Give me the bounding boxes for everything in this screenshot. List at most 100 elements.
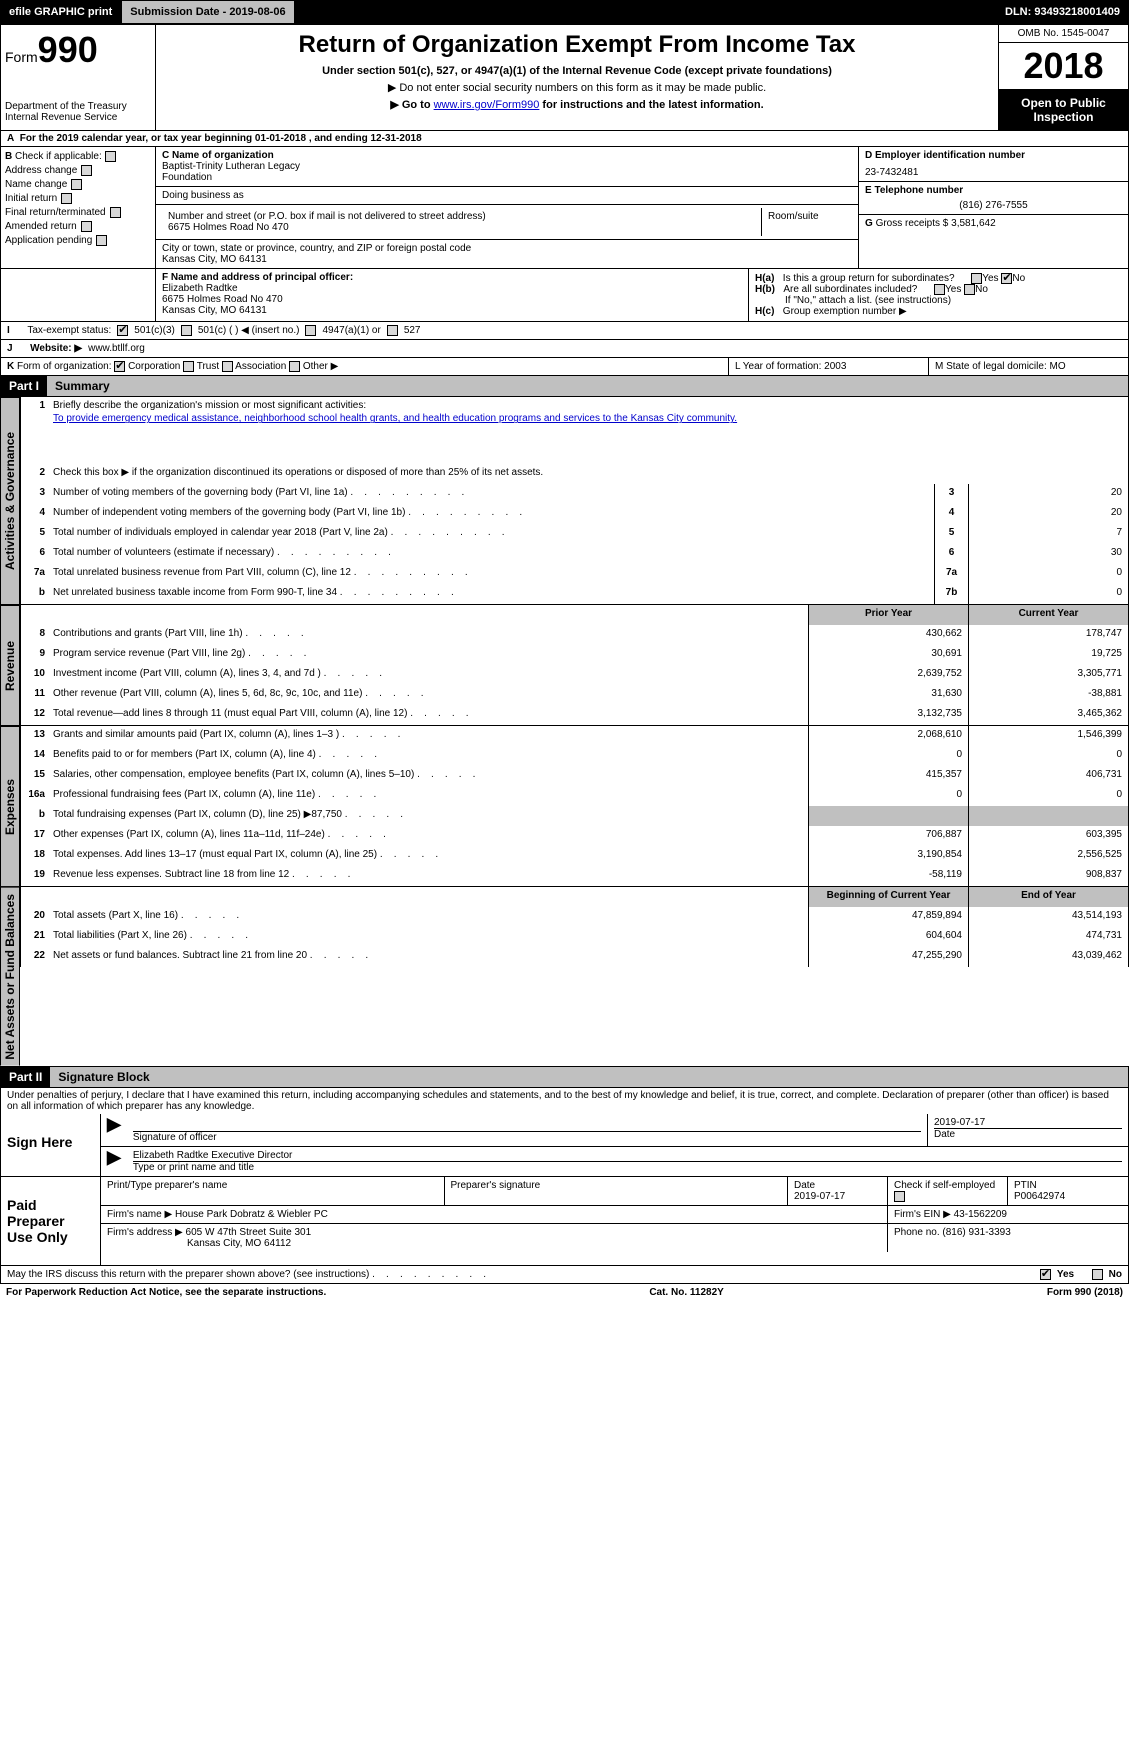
table-row: 17Other expenses (Part IX, column (A), l… xyxy=(20,826,1129,846)
line-klm: K Form of organization: Corporation Trus… xyxy=(0,358,1129,376)
table-row: 3Number of voting members of the governi… xyxy=(20,484,1129,504)
checkbox-no[interactable] xyxy=(1092,1269,1103,1280)
c-city-label: City or town, state or province, country… xyxy=(162,243,852,254)
firm-phone: Phone no. (816) 931-3393 xyxy=(888,1224,1128,1252)
checkbox[interactable] xyxy=(71,179,82,190)
paid-body: Print/Type preparer's name Preparer's si… xyxy=(101,1177,1128,1265)
prep-row-2: Firm's name ▶ House Park Dobratz & Wiebl… xyxy=(101,1206,1128,1224)
checkbox[interactable] xyxy=(964,284,975,295)
h-c: H(c) Group exemption number ▶ xyxy=(755,306,1122,317)
arrow-icon: ▶ xyxy=(101,1114,127,1146)
sign-row-2: ▶ Elizabeth Radtke Executive Director Ty… xyxy=(101,1147,1128,1176)
checkbox-corp[interactable] xyxy=(114,361,125,372)
tab-governance: Activities & Governance xyxy=(0,397,20,604)
table-row: 12Total revenue—add lines 8 through 11 (… xyxy=(20,705,1129,725)
line-a: A For the 2019 calendar year, or tax yea… xyxy=(0,131,1129,147)
part2-title: Signature Block xyxy=(50,1067,1128,1087)
table-row: 22Net assets or fund balances. Subtract … xyxy=(20,947,1129,967)
efile-label: efile GRAPHIC print xyxy=(0,0,121,24)
dln: DLN: 93493218001409 xyxy=(996,0,1129,24)
l-block: L Year of formation: 2003 xyxy=(728,358,928,375)
checkbox-yes[interactable] xyxy=(1040,1269,1051,1280)
checkbox[interactable] xyxy=(61,193,72,204)
checkbox[interactable] xyxy=(183,361,194,372)
checkbox[interactable] xyxy=(81,221,92,232)
table-row: 10Investment income (Part VIII, column (… xyxy=(20,665,1129,685)
c-city: Kansas City, MO 64131 xyxy=(162,254,852,265)
tab-net: Net Assets or Fund Balances xyxy=(0,887,20,1066)
checkbox[interactable] xyxy=(894,1191,905,1202)
form-number-block: Form990 xyxy=(5,29,151,71)
checkbox[interactable] xyxy=(110,207,121,218)
tab-expenses: Expenses xyxy=(0,726,20,886)
sign-body: ▶ Signature of officer 2019-07-17 Date ▶… xyxy=(101,1114,1128,1176)
checkbox-501c3[interactable] xyxy=(117,325,128,336)
open-to-public: Open to Public Inspection xyxy=(999,90,1128,130)
table-row: bTotal fundraising expenses (Part IX, co… xyxy=(20,806,1129,826)
table-row: 8Contributions and grants (Part VIII, li… xyxy=(20,625,1129,645)
dept-irs: Internal Revenue Service xyxy=(5,112,151,123)
col-b-empty xyxy=(1,269,156,321)
irs-link[interactable]: www.irs.gov/Form990 xyxy=(434,99,540,111)
submission-date: Submission Date - 2019-08-06 xyxy=(121,0,294,24)
e-label: E Telephone number xyxy=(865,185,963,196)
c-name-block: C Name of organization Baptist-Trinity L… xyxy=(156,147,858,187)
form-number: 990 xyxy=(38,29,98,70)
table-row: 7aTotal unrelated business revenue from … xyxy=(20,564,1129,584)
check-self: Check if self-employed xyxy=(888,1177,1008,1205)
sig-officer: Signature of officer xyxy=(127,1114,928,1146)
e-value: (816) 276-7555 xyxy=(865,200,1122,211)
checkbox[interactable] xyxy=(971,273,982,284)
checkbox[interactable] xyxy=(96,235,107,246)
org-name-1: Baptist-Trinity Lutheran Legacy xyxy=(162,161,852,172)
line-j: J Website: ▶ www.btllf.org xyxy=(0,340,1129,358)
b-item: Address change xyxy=(5,165,151,176)
org-name-2: Foundation xyxy=(162,172,852,183)
rev-header: Prior Year Current Year xyxy=(20,605,1129,625)
c-addr-row: Number and street (or P.O. box if mail i… xyxy=(156,205,858,240)
h-b-note: If "No," attach a list. (see instruction… xyxy=(755,295,1122,306)
checkbox[interactable] xyxy=(305,325,316,336)
c-addr-cell: Number and street (or P.O. box if mail i… xyxy=(162,208,762,236)
table-row: 4Number of independent voting members of… xyxy=(20,504,1129,524)
prep-row-1: Print/Type preparer's name Preparer's si… xyxy=(101,1177,1128,1206)
firm-addr: Firm's address ▶ 605 W 47th Street Suite… xyxy=(101,1224,888,1252)
b-item: Initial return xyxy=(5,193,151,204)
dept-treasury: Department of the Treasury xyxy=(5,101,151,112)
table-row: 11Other revenue (Part VIII, column (A), … xyxy=(20,685,1129,705)
checkbox[interactable] xyxy=(81,165,92,176)
table-row: 15Salaries, other compensation, employee… xyxy=(20,766,1129,786)
checkbox[interactable] xyxy=(934,284,945,295)
table-row: 6Total number of volunteers (estimate if… xyxy=(20,544,1129,564)
col-deg: D Employer identification number 23-7432… xyxy=(858,147,1128,268)
sig-date: 2019-07-17 Date xyxy=(928,1114,1128,1146)
checkbox-checked[interactable] xyxy=(1001,273,1012,284)
checkbox[interactable] xyxy=(289,361,300,372)
form-subtitle: Under section 501(c), 527, or 4947(a)(1)… xyxy=(162,65,992,77)
mission-blank xyxy=(53,429,1124,443)
i-label: Tax-exempt status: xyxy=(27,325,111,336)
checkbox[interactable] xyxy=(181,325,192,336)
room-suite: Room/suite xyxy=(762,208,852,236)
checkbox[interactable] xyxy=(387,325,398,336)
b-item: Amended return xyxy=(5,221,151,232)
prep-row-3: Firm's address ▶ 605 W 47th Street Suite… xyxy=(101,1224,1128,1252)
paid-preparer-section: Paid Preparer Use Only Print/Type prepar… xyxy=(0,1177,1129,1266)
f-label: F Name and address of principal officer: xyxy=(162,272,353,283)
k-block: K Form of organization: Corporation Trus… xyxy=(1,358,728,375)
b-label: Check if applicable: xyxy=(15,151,102,162)
c-dba: Doing business as xyxy=(156,187,858,205)
h-a: H(a) Is this a group return for subordin… xyxy=(755,273,1122,284)
g-label: G xyxy=(865,218,873,229)
checkbox[interactable] xyxy=(222,361,233,372)
line-a-text: For the 2019 calendar year, or tax year … xyxy=(20,133,422,144)
table-row: 14Benefits paid to or for members (Part … xyxy=(20,746,1129,766)
tax-year: 2018 xyxy=(999,43,1128,90)
k-label: Form of organization: xyxy=(17,361,112,372)
arrow-icon: ▶ xyxy=(101,1147,127,1176)
section-governance: Activities & Governance 1 Briefly descri… xyxy=(0,397,1129,605)
note-post: for instructions and the latest informat… xyxy=(539,99,763,111)
row-1: 1 Briefly describe the organization's mi… xyxy=(20,397,1129,464)
checkbox-applicable[interactable] xyxy=(105,151,116,162)
part1-bar: Part I Summary xyxy=(0,376,1129,397)
